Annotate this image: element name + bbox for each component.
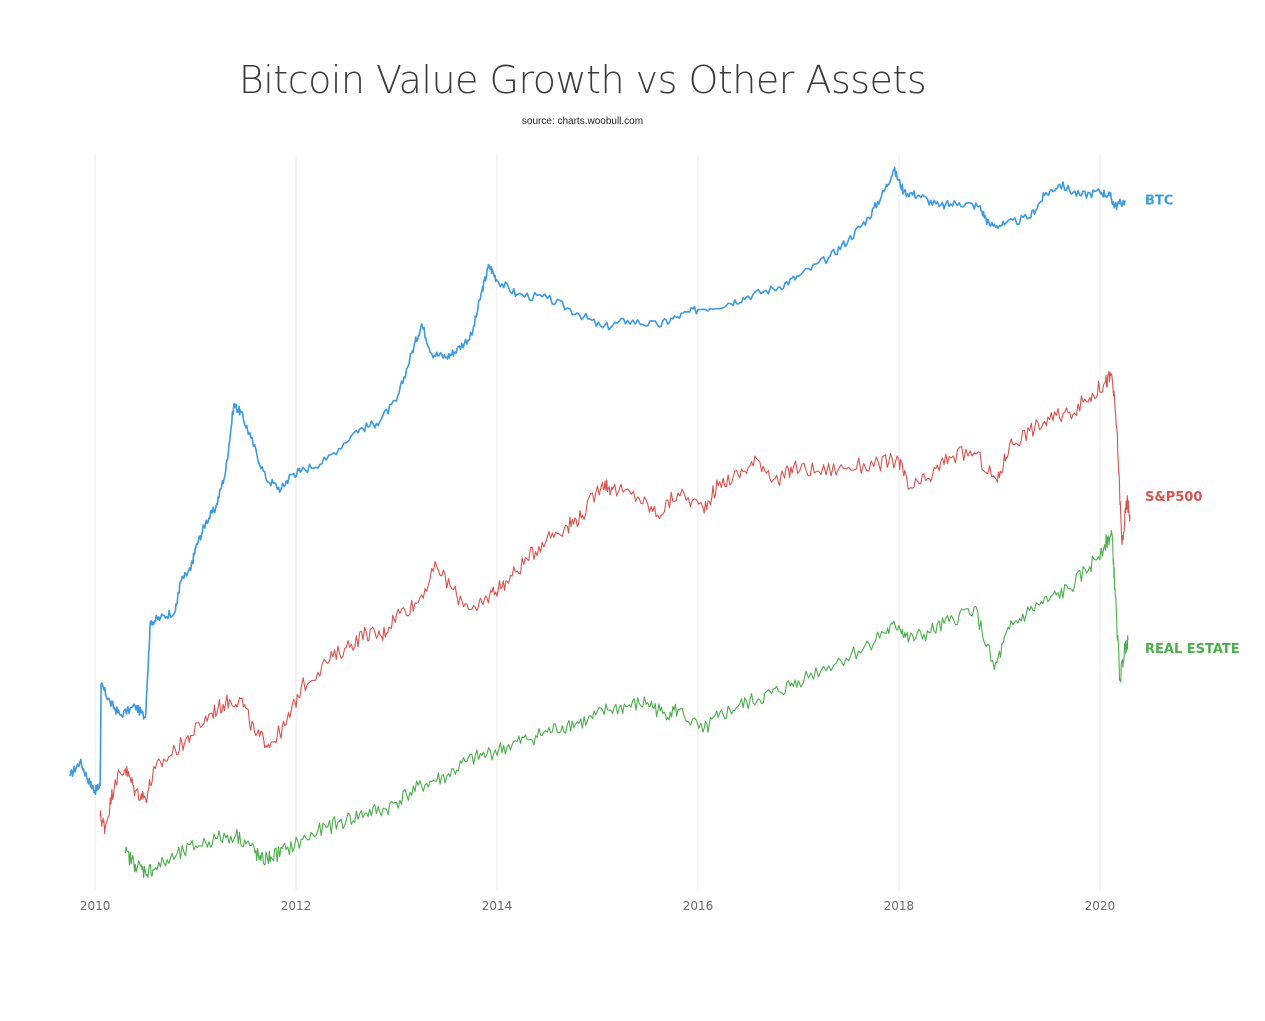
x-tick-label: 2016 (683, 899, 714, 913)
series-label: BTC (1145, 194, 1173, 209)
series-line-btc (69, 166, 1126, 796)
series-label: REAL ESTATE (1145, 642, 1240, 657)
x-axis-ticks: 2010 2012 2014 2016 2018 2020 (80, 899, 1115, 913)
x-tick-label: 2010 (80, 899, 111, 913)
x-tick-label: 2020 (1085, 899, 1116, 913)
series-line-s-p500 (99, 371, 1131, 835)
series-lines (69, 166, 1131, 879)
chart-subtitle: source: charts.woobull.com (521, 116, 644, 127)
x-gridlines (94, 155, 1101, 890)
series-line-real-estate (124, 530, 1129, 879)
x-tick-label: 2018 (884, 899, 915, 913)
series-labels: BTC S&P500 REAL ESTATE (1145, 194, 1240, 657)
series-label: S&P500 (1145, 490, 1202, 505)
chart-title: Bitcoin Value Growth vs Other Assets (238, 58, 927, 102)
x-tick-label: 2012 (281, 899, 312, 913)
x-tick-label: 2014 (482, 899, 513, 913)
